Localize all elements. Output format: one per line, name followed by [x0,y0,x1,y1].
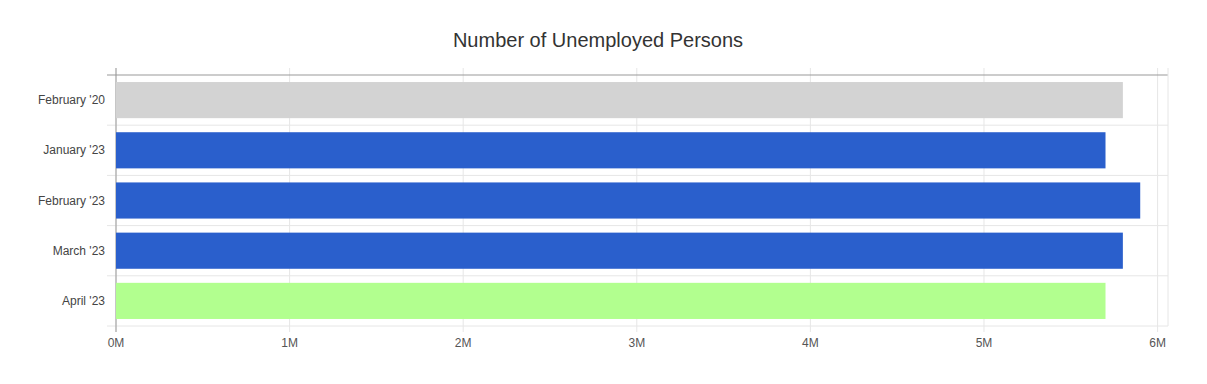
category-label: March '23 [53,244,106,258]
band-line [107,175,1168,176]
chart: Number of Unemployed Persons 0M 1M 2M 3M 4M 5M… [0,0,1207,384]
bar [116,182,1140,218]
band-line [107,326,1168,327]
band-line [107,225,1168,226]
bar [116,132,1106,168]
tick-label: 3M [628,336,645,350]
tick-label: 2M [455,336,472,350]
grid-line [1157,68,1158,332]
axis-line [1168,68,1169,326]
bars [116,82,1140,319]
tick-label: 6M [1149,336,1166,350]
bar [116,233,1123,269]
bar [116,283,1106,319]
bar [116,82,1123,118]
category-label: February '20 [38,93,105,107]
tick-label: 0M [108,336,125,350]
category-label: April '23 [62,294,105,308]
band-line [107,275,1168,276]
tick-label: 4M [802,336,819,350]
category-label: February '23 [38,194,105,208]
category-label: January '23 [43,143,105,157]
tick-label: 1M [281,336,298,350]
axis-line [107,75,1168,76]
band-line [107,125,1168,126]
title: Number of Unemployed Persons [453,29,743,51]
tick-label: 5M [976,336,993,350]
